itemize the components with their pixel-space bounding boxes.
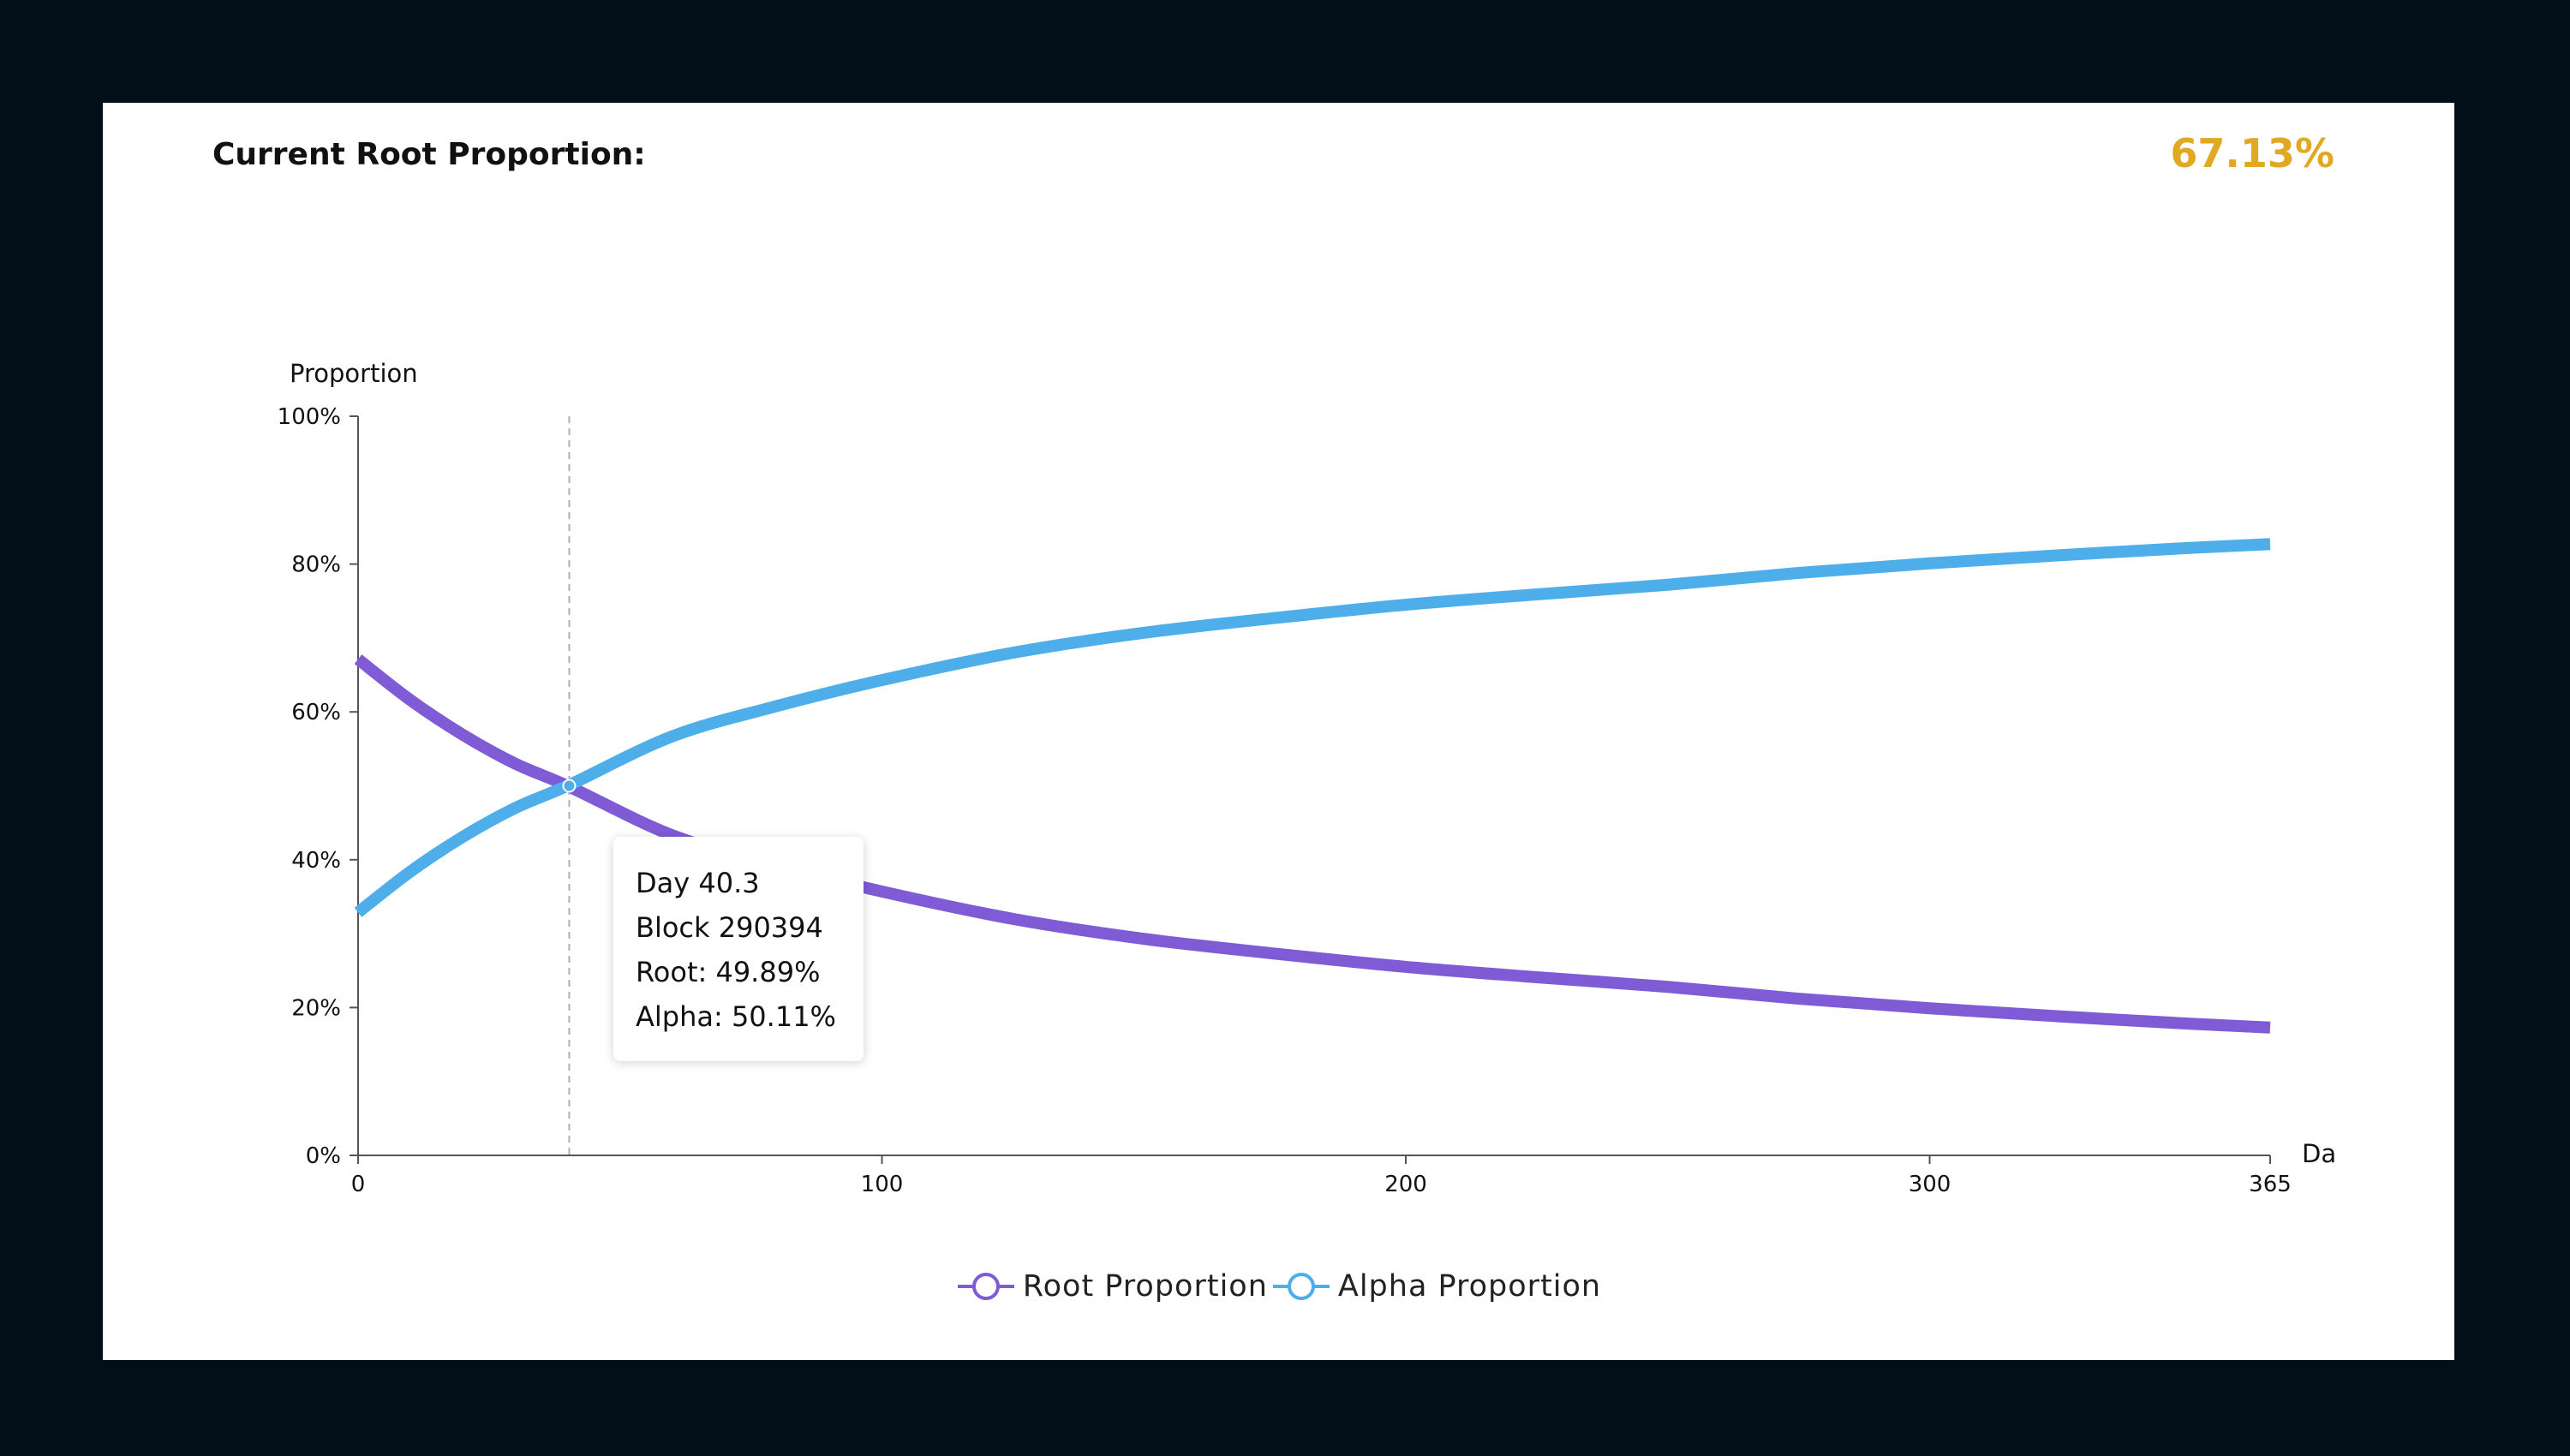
y-tick-label: 20%: [291, 995, 341, 1021]
legend-label-root: Root Proportion: [1022, 1269, 1268, 1304]
x-tick-label: 300: [1909, 1172, 1951, 1197]
x-tick-label: 0: [351, 1172, 366, 1197]
x-tick-label: 200: [1384, 1172, 1427, 1197]
y-tick-label: 40%: [291, 848, 341, 874]
hover-point: [562, 779, 577, 793]
chart-legend: Root Proportion Alpha Proportion: [103, 1269, 2454, 1304]
chart-lines: [354, 538, 2271, 1034]
y-tick-label: 80%: [291, 552, 341, 578]
legend-item-root[interactable]: Root Proportion: [956, 1269, 1268, 1304]
current-root-proportion-value: 67.13%: [2170, 130, 2334, 176]
current-root-proportion-label: Current Root Proportion:: [212, 137, 646, 172]
y-tick-label: 100%: [278, 404, 341, 430]
chart-card: Current Root Proportion: 67.13% 0% 20% 40%…: [103, 103, 2454, 1360]
chart-axes: 0% 20% 40% 60% 80% 100% 0 100 200 300 365 Proportio…: [278, 359, 2336, 1197]
y-axis-title: Proportion: [290, 359, 418, 388]
legend-item-alpha[interactable]: Alpha Proportion: [1271, 1269, 1601, 1304]
tooltip-alpha: Alpha: 50.11%: [636, 1000, 836, 1033]
legend-alpha-marker-icon: [1272, 1273, 1330, 1300]
x-tick-label: 365: [2249, 1172, 2292, 1197]
tooltip-day: Day 40.3: [636, 867, 760, 899]
hover-tooltip: Day 40.3 Block 290394 Root: 49.89% Alpha…: [613, 837, 864, 1061]
tooltip-block: Block 290394: [636, 911, 823, 944]
y-tick-label: 60%: [291, 700, 341, 725]
alpha-proportion-line[interactable]: [354, 538, 2271, 917]
y-tick-label: 0%: [306, 1143, 341, 1169]
proportion-chart[interactable]: 0% 20% 40% 60% 80% 100% 0 100 200 300 365 Proportio…: [103, 103, 2454, 1360]
root-proportion-line[interactable]: [354, 654, 2271, 1034]
legend-root-marker-icon: [957, 1273, 1014, 1300]
legend-label-alpha: Alpha Proportion: [1337, 1269, 1602, 1304]
x-tick-label: 100: [861, 1172, 904, 1197]
x-axis-title: Da: [2302, 1139, 2336, 1168]
tooltip-root: Root: 49.89%: [636, 956, 821, 988]
